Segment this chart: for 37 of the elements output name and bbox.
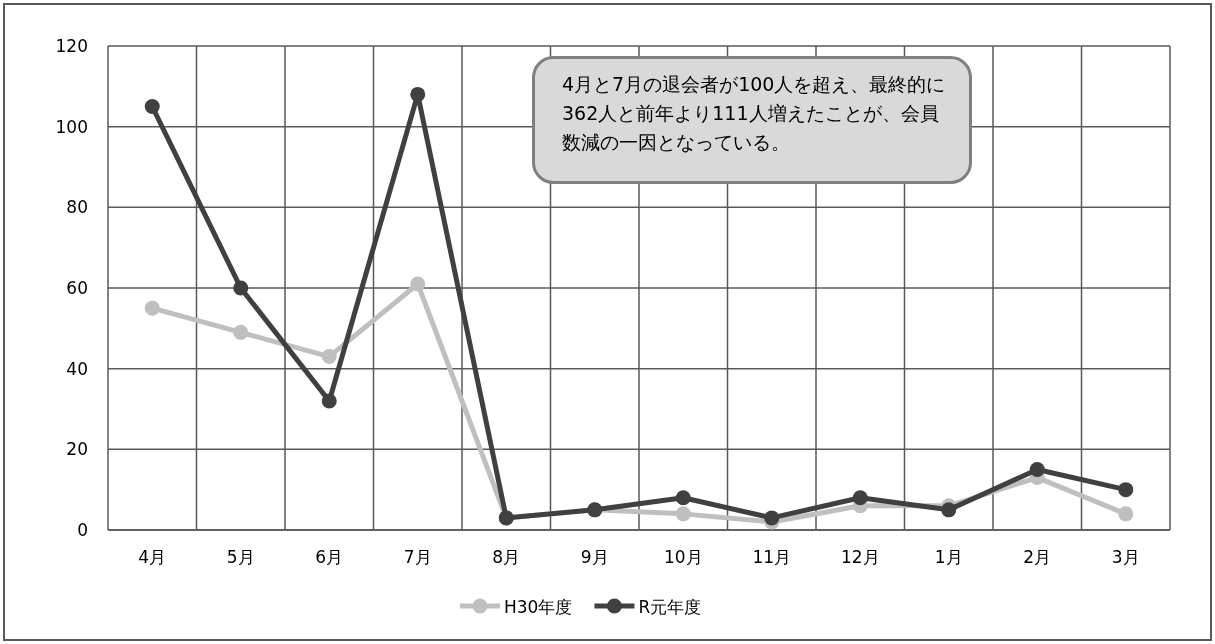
- legend-label: H30年度: [504, 597, 573, 617]
- x-tick-label: 12月: [840, 547, 880, 567]
- point: [410, 86, 426, 102]
- y-tick-label: 0: [77, 520, 88, 540]
- x-tick-label: 9月: [580, 547, 609, 567]
- x-tick-label: 6月: [315, 547, 344, 567]
- x-tick-label: 8月: [492, 547, 521, 567]
- point: [321, 393, 337, 409]
- y-tick-label: 60: [66, 278, 88, 298]
- x-tick-label: 7月: [403, 547, 432, 567]
- x-tick-label: 3月: [1111, 547, 1140, 567]
- point: [1118, 482, 1134, 498]
- y-tick-label: 20: [66, 439, 88, 460]
- y-tick-label: 80: [66, 197, 88, 218]
- x-tick-label: 2月: [1023, 547, 1052, 567]
- x-tick-label: 10月: [663, 547, 703, 567]
- point: [144, 99, 160, 114]
- legend-label: R元年度: [638, 597, 702, 617]
- point: [1118, 506, 1134, 522]
- point: [144, 300, 160, 316]
- point: [941, 502, 957, 518]
- x-tick-label: 4月: [138, 547, 167, 567]
- y-tick-label: 40: [66, 358, 88, 379]
- y-tick-label: 100: [55, 116, 88, 137]
- point: [675, 490, 691, 506]
- point: [1029, 462, 1045, 477]
- y-tick-label: 120: [55, 36, 88, 56]
- point: [675, 506, 691, 522]
- point: [410, 276, 426, 292]
- point: [321, 349, 337, 365]
- point: [764, 510, 780, 526]
- point: [233, 280, 249, 296]
- x-tick-label: 1月: [934, 547, 963, 567]
- point: [233, 324, 249, 340]
- point: [852, 490, 868, 506]
- x-tick-label: 11月: [752, 547, 792, 567]
- x-tick-label: 5月: [226, 547, 255, 567]
